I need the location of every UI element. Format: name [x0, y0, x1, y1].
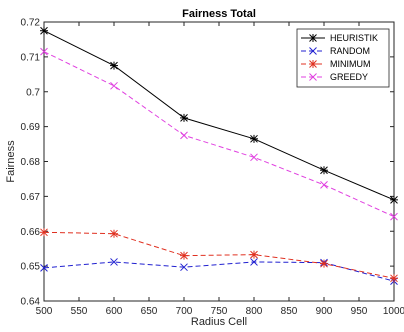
legend-marker — [309, 47, 317, 55]
data-point — [40, 47, 48, 56]
legend-label: GREEDY — [330, 72, 368, 82]
data-point — [110, 61, 118, 70]
y-tick-label: 0.69 — [21, 122, 41, 133]
legend-marker — [309, 73, 317, 81]
legend-label: HEURISTIK — [330, 33, 378, 43]
x-tick-label: 500 — [36, 306, 53, 317]
data-point — [250, 153, 258, 162]
data-point — [40, 228, 48, 237]
legend-item: MINIMUM — [301, 59, 371, 69]
legend: HEURISTIK RANDOM MINIMUM GREEDY — [296, 28, 390, 88]
chart-title: Fairness Total — [182, 8, 256, 20]
data-point — [110, 258, 118, 266]
series-line-heuristik — [43, 30, 395, 201]
legend-marker — [309, 34, 317, 42]
data-point — [320, 166, 328, 175]
x-tick-label: 1000 — [383, 306, 404, 317]
data-point — [180, 131, 188, 140]
x-tick-label: 550 — [71, 306, 88, 317]
x-tick-label: 950 — [351, 306, 368, 317]
series-line-greedy — [43, 51, 395, 218]
data-point — [250, 258, 258, 266]
data-point — [320, 259, 328, 268]
y-tick-label: 0.67 — [21, 192, 41, 203]
y-tick-label: 0.7 — [26, 87, 40, 98]
data-point — [40, 264, 48, 272]
data-point — [390, 195, 398, 204]
x-tick-label: 850 — [281, 306, 298, 317]
data-point — [110, 229, 118, 238]
x-tick-label: 900 — [316, 306, 333, 317]
y-tick-label: 0.64 — [21, 297, 41, 308]
y-tick-label: 0.65 — [21, 262, 41, 273]
series-greedy — [40, 47, 398, 221]
legend-item: RANDOM — [301, 46, 370, 56]
series-layer — [40, 26, 398, 285]
series-line-minimum — [43, 231, 395, 279]
legend-item: GREEDY — [301, 72, 368, 82]
legend-item: HEURISTIK — [301, 33, 378, 43]
data-point — [250, 250, 258, 259]
data-point — [180, 113, 188, 122]
data-point — [110, 81, 118, 90]
data-point — [180, 263, 188, 272]
legend-marker — [309, 60, 317, 68]
data-point — [390, 274, 398, 283]
axis-ticks: 500 550 600 650 700 750 800 850 900 950 1000 0.64 0.… — [21, 18, 404, 318]
x-tick-label: 800 — [246, 306, 263, 317]
y-tick-label: 0.68 — [21, 157, 41, 168]
legend-label: MINIMUM — [330, 59, 371, 69]
x-axis-label: Radius Cell — [191, 316, 247, 328]
data-point — [320, 181, 328, 189]
x-tick-label: 600 — [106, 306, 123, 317]
x-tick-label: 750 — [211, 306, 228, 317]
data-point — [390, 212, 398, 221]
y-tick-label: 0.72 — [21, 18, 41, 29]
data-point — [180, 251, 188, 260]
series-heuristik — [40, 26, 398, 204]
y-tick-label: 0.66 — [21, 227, 41, 238]
series-line-random — [43, 261, 395, 282]
series-minimum — [40, 228, 398, 283]
data-point — [250, 134, 258, 143]
x-tick-label: 650 — [141, 306, 158, 317]
x-tick-label: 700 — [176, 306, 193, 317]
legend-label: RANDOM — [330, 46, 370, 56]
y-axis-label: Fairness — [5, 140, 17, 183]
y-tick-label: 0.71 — [21, 52, 41, 63]
data-point — [40, 26, 48, 35]
